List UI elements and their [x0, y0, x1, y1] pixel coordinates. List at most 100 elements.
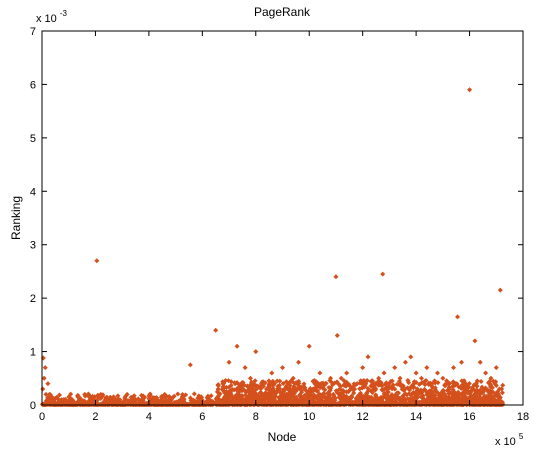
data-point [221, 381, 227, 387]
data-point [269, 382, 275, 388]
data-point [322, 381, 328, 387]
data-point [253, 349, 259, 355]
data-point [478, 378, 484, 384]
data-point [418, 375, 424, 381]
data-point [315, 388, 321, 394]
data-point [402, 359, 408, 365]
data-point [228, 391, 234, 397]
data-point [426, 401, 432, 407]
data-point [328, 375, 334, 381]
data-point [410, 385, 416, 391]
data-point [500, 382, 506, 388]
data-point [469, 385, 475, 391]
data-point [312, 386, 318, 392]
data-point [393, 401, 399, 407]
data-point [437, 395, 443, 401]
data-point [254, 391, 260, 397]
data-point [419, 393, 425, 399]
data-point [233, 393, 239, 399]
data-point [141, 399, 147, 405]
data-point [379, 383, 385, 389]
data-point [344, 370, 350, 376]
data-point [45, 381, 51, 387]
data-point [234, 343, 240, 349]
y-tick-label: 1 [30, 347, 36, 359]
data-point [333, 274, 339, 280]
data-point [60, 397, 66, 403]
data-point [210, 399, 216, 405]
data-point [277, 386, 283, 392]
data-point [349, 393, 355, 399]
data-point [397, 375, 403, 381]
y-axis-label: Ranking [9, 196, 23, 240]
data-point [422, 382, 428, 388]
data-point [217, 401, 223, 407]
data-point [198, 394, 204, 400]
data-point [245, 388, 251, 394]
data-point [191, 391, 197, 397]
data-point [330, 401, 336, 407]
data-point [183, 401, 189, 407]
data-point [493, 379, 499, 385]
data-point [242, 392, 248, 398]
data-point [370, 381, 376, 387]
data-point [51, 397, 57, 403]
data-point [223, 396, 229, 402]
x-tick-label: 6 [199, 411, 205, 423]
x-tick-label: 8 [253, 411, 259, 423]
data-point [334, 401, 340, 407]
data-point [181, 393, 187, 399]
data-point [435, 380, 441, 386]
data-point [132, 396, 138, 402]
data-point [402, 391, 408, 397]
data-point [477, 359, 483, 365]
data-point [333, 388, 339, 394]
x-tick-label: 18 [517, 411, 529, 423]
data-point [41, 375, 47, 381]
data-point [408, 354, 414, 360]
data-point [497, 399, 503, 405]
data-point [95, 394, 101, 400]
data-point [407, 401, 413, 407]
x-multiplier-label: x 10 5 [495, 432, 524, 448]
data-point [499, 386, 505, 392]
data-point [116, 396, 122, 402]
data-point [187, 395, 193, 401]
data-point [352, 386, 358, 392]
data-point [215, 386, 221, 392]
data-point [404, 401, 410, 407]
data-point [170, 401, 176, 407]
data-point [424, 365, 430, 371]
data-point [247, 384, 253, 390]
data-point [140, 393, 146, 399]
data-point [278, 396, 284, 402]
data-point [88, 394, 94, 400]
data-point [316, 392, 322, 398]
data-point [221, 401, 227, 407]
data-point [252, 378, 258, 384]
data-point [293, 380, 299, 386]
data-point [486, 391, 492, 397]
data-point [193, 401, 199, 407]
data-point [94, 258, 100, 264]
data-point [484, 400, 490, 406]
data-point [274, 378, 280, 384]
data-point [440, 387, 446, 393]
data-point [40, 386, 46, 392]
data-point [289, 388, 295, 394]
data-point [390, 382, 396, 388]
data-point [467, 87, 473, 93]
y-tick-label: 3 [30, 240, 36, 252]
data-point [325, 390, 331, 396]
data-point [423, 377, 429, 383]
data-point [463, 386, 469, 392]
data-point [175, 401, 181, 407]
data-point [376, 375, 382, 381]
data-point [414, 386, 420, 392]
data-point [124, 391, 130, 397]
data-point [434, 370, 440, 376]
data-point [438, 391, 444, 397]
data-point [123, 396, 129, 402]
data-point [384, 400, 390, 406]
data-point [397, 400, 403, 406]
